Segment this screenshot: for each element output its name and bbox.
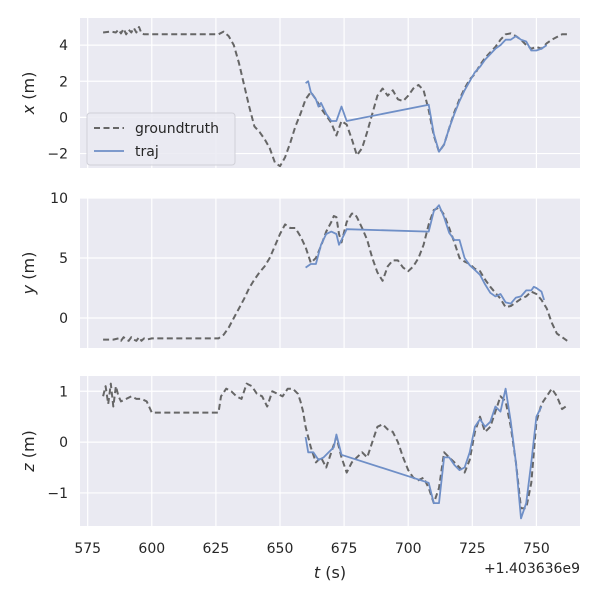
series-line-groundtruth: [103, 206, 568, 342]
y-axis-label: x (m): [19, 72, 38, 116]
y-axis-label: y (m): [19, 252, 38, 296]
x-tick-label: 600: [138, 541, 165, 557]
y-tick-label: 4: [59, 38, 68, 54]
panel-background: [80, 198, 580, 348]
x-tick-label: 625: [203, 541, 230, 557]
series-line-traj: [304, 387, 543, 520]
legend-label-groundtruth: groundtruth: [135, 121, 219, 137]
legend-label-traj: traj: [135, 144, 159, 160]
y-tick-label: 10: [50, 191, 68, 207]
x-offset-label: +1.403636e9: [484, 561, 580, 577]
x-tick-label: 750: [523, 541, 550, 557]
y-tick-label: 0: [59, 435, 68, 451]
x-tick-label: 675: [331, 541, 358, 557]
series-line-traj: [305, 204, 545, 305]
legend-box: [86, 112, 236, 166]
y-tick-label: 0: [59, 110, 68, 126]
panel-3: −1 0 1 z (m) 575 600 625 650 675 700 725 750: [19, 376, 580, 557]
x-axis-label-var: t: [314, 563, 321, 582]
panel-2: 0 5 10 y (m): [19, 191, 580, 348]
y-tick-label: −1: [47, 486, 68, 502]
x-tick-label: 575: [74, 541, 101, 557]
y-tick-label: 2: [59, 74, 68, 90]
series-line-groundtruth: [102, 382, 568, 510]
x-tick-label: 725: [459, 541, 486, 557]
series-line-traj: [305, 35, 548, 153]
y-tick-label: 0: [59, 311, 68, 327]
panels-layer: −2 0 2 4 x (m) 0 5 10 y (m) −1 0 1 z (m) 575 600 625 650…: [19, 18, 580, 557]
y-axis-label: z (m): [19, 430, 38, 473]
series-line-groundtruth: [102, 26, 568, 168]
x-axis-label: t (s): [314, 563, 346, 582]
y-tick-label: −2: [47, 147, 68, 163]
x-axis-label-unit: (s): [320, 563, 346, 582]
y-tick-label: 1: [59, 384, 68, 400]
legend: groundtruth traj: [86, 112, 236, 166]
x-tick-label: 700: [395, 541, 422, 557]
x-tick-label: 650: [267, 541, 294, 557]
y-tick-label: 5: [59, 251, 68, 267]
